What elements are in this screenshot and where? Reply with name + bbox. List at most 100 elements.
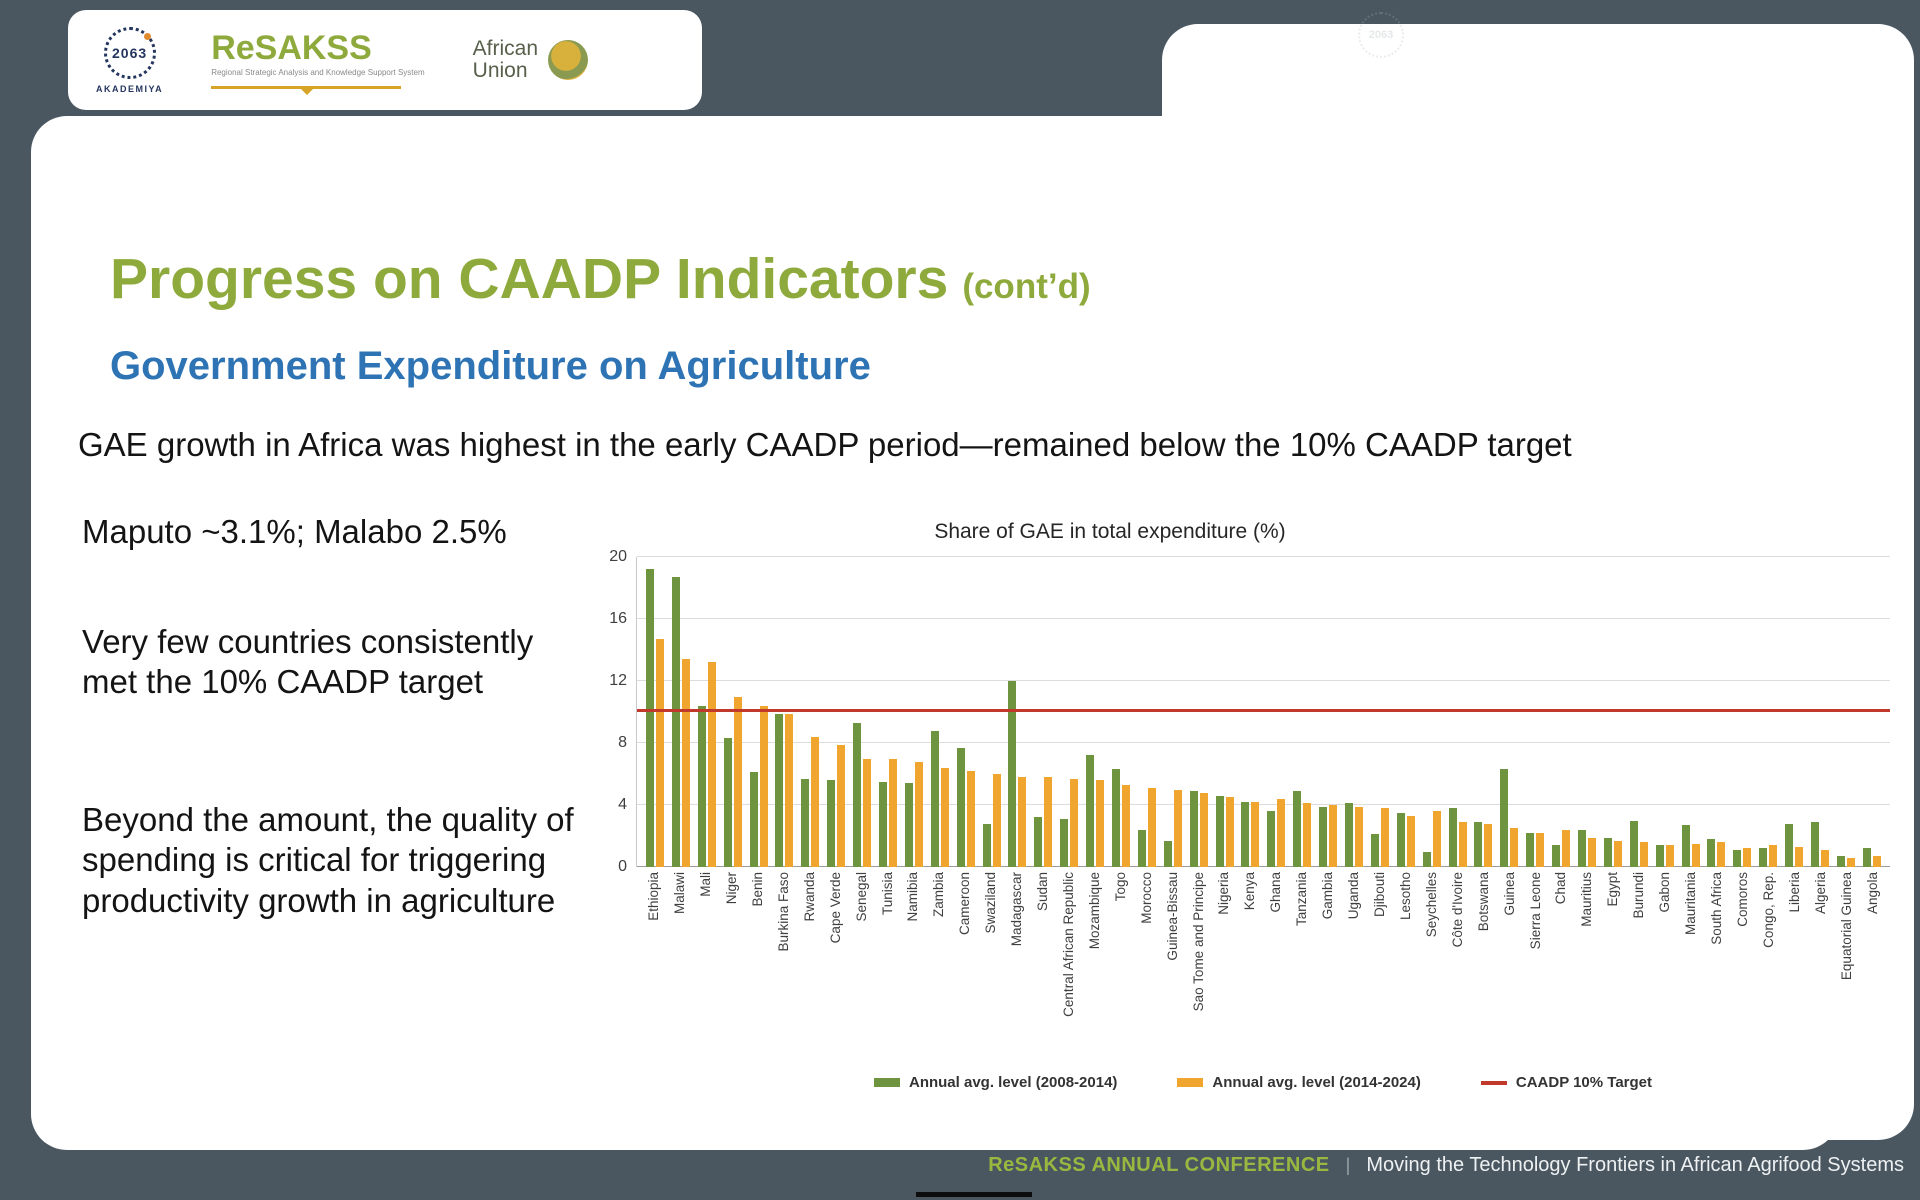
- x-axis-label: Angola: [1864, 872, 1880, 915]
- x-axis-label: Togo: [1112, 872, 1128, 902]
- bar-avg-2014-2024: [1769, 845, 1778, 867]
- x-axis-label: Zambia: [931, 872, 947, 918]
- x-label-cell: Burkina Faso: [771, 872, 797, 1072]
- x-axis-label: Cameroon: [957, 872, 973, 936]
- x-label-cell: Gambia: [1315, 872, 1341, 1072]
- akademiya-dot-icon: [143, 32, 151, 40]
- bar-avg-2014-2024: [1588, 837, 1596, 867]
- bar-avg-2014-2024: [759, 705, 768, 867]
- bar-avg-2014-2024: [811, 736, 820, 867]
- x-axis-label: Gambia: [1320, 872, 1336, 920]
- bar-avg-2008-2014: [1370, 834, 1379, 867]
- bar-avg-2014-2024: [1354, 806, 1363, 867]
- bar-avg-2014-2024: [1613, 840, 1622, 867]
- bar-avg-2008-2014: [1163, 840, 1172, 867]
- bar-group: [1729, 557, 1755, 867]
- x-axis-label: Mali: [698, 872, 714, 897]
- x-label-cell: Cape Verde: [822, 872, 848, 1072]
- bar-group: [1108, 557, 1134, 867]
- bar-avg-2008-2014: [1811, 822, 1820, 867]
- x-label-cell: Comoros: [1730, 872, 1756, 1072]
- lead-text: GAE growth in Africa was highest in the …: [78, 426, 1572, 463]
- bar-group: [1626, 557, 1652, 867]
- x-axis-label: Guinea: [1501, 872, 1517, 916]
- legend-label: CAADP 10% Target: [1515, 1074, 1653, 1091]
- x-label-cell: Sao Tome and Principe: [1185, 872, 1211, 1072]
- x-label-cell: Mauritania: [1678, 872, 1704, 1072]
- legend-swatch-icon: [873, 1078, 900, 1087]
- x-axis-label: Mauritius: [1579, 872, 1595, 927]
- bar-avg-2008-2014: [1215, 795, 1224, 867]
- bar-avg-2008-2014: [1655, 845, 1664, 867]
- x-label-cell: Sudan: [1030, 872, 1056, 1072]
- x-label-cell: Kenya: [1237, 872, 1263, 1072]
- bar-avg-2008-2014: [1137, 829, 1146, 867]
- bar-group: [720, 557, 746, 867]
- x-axis-label: Cape Verde: [827, 872, 843, 944]
- x-label-cell: Egypt: [1600, 872, 1626, 1072]
- x-label-cell: Benin: [745, 872, 771, 1072]
- x-label-cell: Mauritius: [1574, 872, 1600, 1072]
- bar-group: [1548, 557, 1574, 867]
- x-axis-label: Namibia: [905, 872, 921, 922]
- bar-group: [1445, 557, 1471, 867]
- bar-avg-2014-2024: [655, 639, 664, 867]
- x-axis-label: Lesotho: [1397, 872, 1413, 921]
- x-axis-label: Central African Republic: [1060, 872, 1076, 1017]
- bar-avg-2014-2024: [914, 761, 923, 867]
- bar-avg-2014-2024: [940, 767, 949, 867]
- akademiya-logo: 2063 AKADEMIYA: [96, 26, 163, 94]
- x-axis-label: Seychelles: [1423, 872, 1439, 938]
- x-label-cell: South Africa: [1704, 872, 1730, 1072]
- bar-avg-2008-2014: [1422, 851, 1431, 867]
- bar-avg-2014-2024: [1484, 823, 1493, 867]
- x-axis-label: Mozambique: [1086, 872, 1102, 950]
- bar-group: [1471, 557, 1497, 867]
- bar-avg-2014-2024: [966, 770, 975, 867]
- x-label-cell: Zambia: [926, 872, 952, 1072]
- bar-avg-2014-2024: [1562, 829, 1571, 867]
- bar-group: [1237, 557, 1263, 867]
- bullet-text-3: Beyond the amount, the quality of spendi…: [82, 801, 574, 919]
- x-axis-labels: Ethiopia Malawi Mali Niger Benin Burkina Faso…: [636, 872, 1890, 1072]
- bar-group: [1833, 557, 1859, 867]
- bar-avg-2014-2024: [1070, 778, 1079, 867]
- x-label-cell: Uganda: [1341, 872, 1367, 1072]
- bar-avg-2008-2014: [1086, 755, 1095, 867]
- bar-group: [1704, 557, 1730, 867]
- slide-title: Progress on CAADP Indicators (cont’d): [110, 246, 1091, 312]
- bar-avg-2008-2014: [801, 778, 810, 867]
- x-label-cell: Mali: [693, 872, 719, 1072]
- bar-avg-2014-2024: [1639, 842, 1648, 867]
- x-axis-label: Burkina Faso: [775, 872, 791, 952]
- bar-group: [1134, 557, 1160, 867]
- bar-group: [771, 557, 797, 867]
- bar-avg-2014-2024: [1277, 798, 1286, 867]
- bar-avg-2008-2014: [1629, 820, 1638, 867]
- y-tick-label: 4: [618, 796, 627, 813]
- bar-avg-2008-2014: [645, 569, 654, 867]
- bar-avg-2014-2024: [1225, 797, 1234, 867]
- footer-divider: |: [1345, 1155, 1351, 1175]
- y-tick-label: 0: [618, 858, 627, 875]
- bar-avg-2014-2024: [863, 758, 872, 867]
- bar-avg-2014-2024: [1795, 846, 1804, 867]
- chart-legend: Annual avg. level (2008-2014) Annual avg.…: [636, 1074, 1890, 1091]
- bar-group: [901, 557, 927, 867]
- x-axis-label: Côte d'Ivoire: [1449, 872, 1465, 948]
- bar-avg-2008-2014: [1189, 791, 1198, 867]
- x-axis-label: Benin: [749, 872, 765, 907]
- bar-avg-2014-2024: [1303, 803, 1312, 867]
- bar-avg-2008-2014: [1500, 769, 1509, 867]
- watermark-logo-icon: 2063: [1358, 12, 1404, 58]
- y-tick-label: 8: [618, 734, 627, 751]
- bar-avg-2014-2024: [888, 758, 897, 867]
- slide-title-suffix: (cont’d): [962, 267, 1091, 306]
- footer-tagline: Moving the Technology Frontiers in Afric…: [1366, 1154, 1904, 1176]
- akademiya-2063-icon: 2063: [103, 26, 156, 79]
- gridline: [637, 556, 1890, 557]
- x-label-cell: Chad: [1548, 872, 1574, 1072]
- x-label-cell: Malawi: [667, 872, 693, 1072]
- bar-group: [1755, 557, 1781, 867]
- bar-avg-2008-2014: [1603, 837, 1612, 867]
